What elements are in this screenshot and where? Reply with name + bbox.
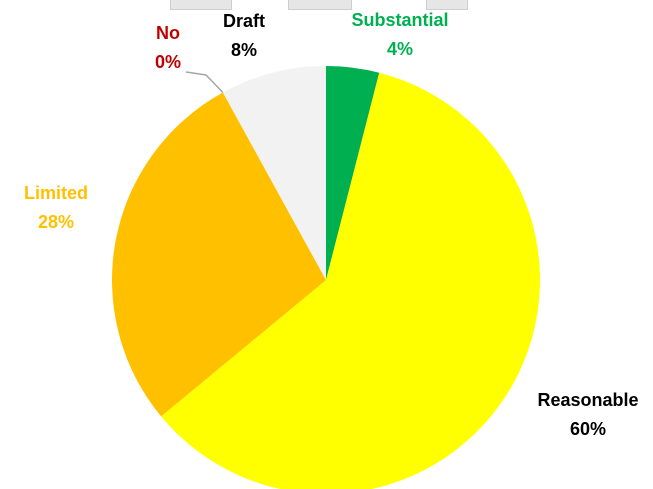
pie-slice-limited <box>112 92 326 417</box>
slice-label-value: 60% <box>570 419 606 439</box>
slice-label-value: 4% <box>387 39 413 59</box>
slice-label-name: Draft <box>223 11 265 31</box>
slice-label-substantial: Substantial 4% <box>351 10 448 59</box>
slice-label-no: No 0% <box>155 23 181 72</box>
top-tab-middle <box>288 0 352 10</box>
slice-labels: Substantial 4% Reasonable 60% Limited 28% No 0%… <box>24 10 639 439</box>
pie-slices <box>112 66 540 489</box>
slice-label-name: Limited <box>24 183 88 203</box>
slice-label-name: Reasonable <box>537 390 638 410</box>
top-tab-right <box>426 0 468 10</box>
pie-slice-reasonable <box>161 72 540 489</box>
slice-label-value: 28% <box>38 212 74 232</box>
leader-lines <box>185 71 224 93</box>
slice-label-draft: Draft 8% <box>223 11 265 60</box>
slice-label-name: Substantial <box>351 10 448 30</box>
pie-slice-substantial <box>326 66 380 280</box>
slice-label-name: No <box>156 23 180 43</box>
top-tab-left <box>170 0 232 10</box>
slice-label-limited: Limited 28% <box>24 183 88 232</box>
slice-label-value: 8% <box>231 40 257 60</box>
leader-line-no <box>185 71 224 93</box>
pie-slice-draft <box>222 66 326 280</box>
slice-label-reasonable: Reasonable 60% <box>537 390 638 439</box>
slice-label-value: 0% <box>155 52 181 72</box>
